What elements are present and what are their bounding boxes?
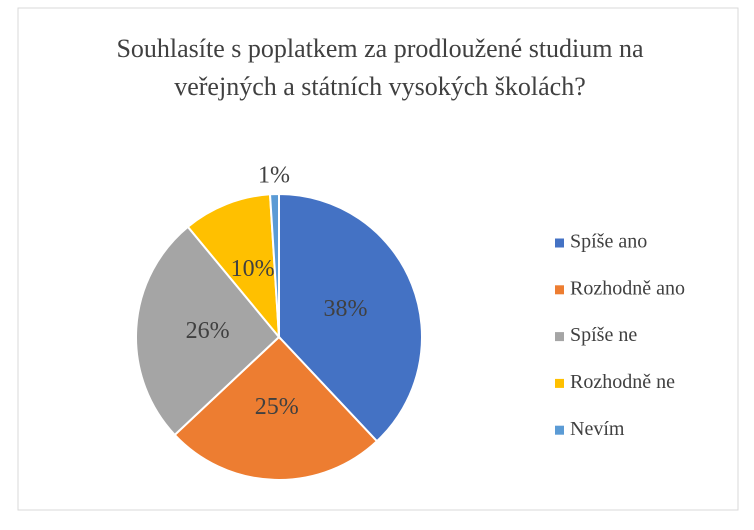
legend-label: Spíše ne	[570, 324, 637, 346]
pie-slice	[135, 225, 281, 437]
legend-label: Spíše ano	[570, 231, 647, 253]
data-label: 10%	[231, 256, 275, 282]
pie-slice	[186, 193, 281, 341]
data-label: 1%	[258, 162, 290, 188]
legend-label: Rozhodně ano	[570, 277, 685, 299]
legend-swatch	[555, 332, 564, 342]
data-label: 38%	[323, 296, 367, 322]
data-label: 26%	[186, 318, 230, 344]
chart-title: Souhlasíte s poplatkem za prodloužené st…	[116, 34, 644, 101]
legend-swatch	[555, 425, 564, 435]
legend-label: Nevím	[570, 418, 625, 440]
pie-slice	[268, 192, 280, 338]
pie-slice	[278, 192, 423, 443]
legend-label: Rozhodně ne	[570, 371, 675, 393]
legend-swatch	[555, 378, 564, 388]
legend-swatch	[555, 238, 564, 248]
legend-swatch	[555, 285, 564, 295]
data-label: 25%	[255, 394, 299, 420]
pie-slice	[173, 335, 379, 481]
